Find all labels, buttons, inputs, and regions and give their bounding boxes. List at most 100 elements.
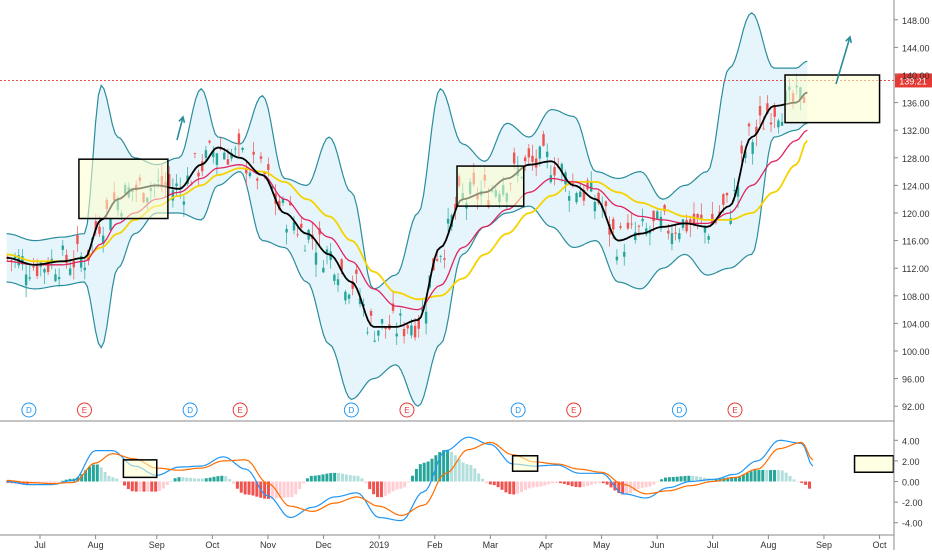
macd-histogram-bar (212, 476, 216, 482)
macd-histogram-bar (173, 478, 177, 482)
candle-body (355, 269, 358, 274)
candle-body (230, 153, 233, 159)
macd-histogram-bar (298, 481, 302, 490)
candle-body (24, 274, 28, 286)
macd-histogram-bar (337, 473, 341, 482)
candle-body (278, 200, 281, 210)
macd-histogram-bar (730, 477, 734, 482)
macd-histogram-bar (375, 481, 379, 498)
macd-histogram-bar (644, 481, 648, 488)
macd-tick-label: -2.00 (902, 498, 923, 508)
candle-body (659, 216, 663, 229)
candle-body (531, 155, 534, 162)
macd-histogram-bar (84, 470, 88, 482)
candle-body (623, 251, 626, 257)
candle-body (256, 178, 259, 181)
macd-histogram-bar (87, 466, 91, 482)
macd-histogram-bar (465, 464, 469, 482)
candle-body (751, 142, 754, 154)
candle-body (410, 325, 413, 336)
candle-body (733, 190, 736, 191)
macd-histogram-bar (41, 481, 45, 484)
macd-histogram-bar (609, 481, 613, 488)
candle-body (634, 232, 637, 240)
candle-body (512, 152, 516, 164)
candle-body (296, 234, 299, 236)
candle-body (652, 210, 655, 222)
dividend-marker (343, 402, 359, 418)
x-tick-label: 2019 (369, 540, 389, 550)
candle-body (57, 277, 61, 280)
macd-histogram-bar (150, 481, 154, 492)
breakout-arrow-2-shaft (835, 36, 851, 85)
candle-body (72, 260, 76, 268)
candle-body (204, 150, 208, 158)
consolidation-box (784, 74, 881, 124)
macd-histogram-bar (146, 481, 150, 492)
candle-body (685, 220, 688, 232)
candle-body (212, 151, 215, 158)
candle-body (523, 157, 527, 162)
x-tick-label: Mar (483, 540, 499, 550)
candle-body (637, 225, 641, 227)
macd-histogram-bar (255, 481, 259, 497)
macd-histogram-bar (446, 449, 450, 482)
macd-panel (6, 436, 895, 522)
macd-histogram-bar (765, 469, 769, 482)
candle-body (604, 201, 608, 207)
macd-histogram-bar (683, 475, 687, 482)
macd-histogram-bar (469, 464, 473, 482)
candle-body (725, 192, 729, 196)
x-tick-label: May (593, 540, 611, 550)
macd-histogram-bar (492, 481, 496, 486)
candle-body (344, 291, 347, 301)
macd-histogram-bar (640, 481, 644, 488)
candle-body (670, 233, 674, 245)
macd-histogram-bar (473, 468, 477, 482)
macd-tick-label: 0.00 (902, 478, 920, 488)
macd-histogram-bar (134, 481, 138, 492)
macd-histogram-bar (481, 478, 485, 482)
macd-histogram-bar (17, 481, 21, 484)
candle-body (241, 147, 244, 150)
candle-body (417, 317, 420, 329)
candle-body (10, 260, 13, 261)
macd-histogram-bar (484, 481, 488, 483)
candle-body (351, 281, 354, 289)
macd-histogram-bar (80, 474, 84, 482)
dividend-marker (21, 402, 37, 418)
candle-body (769, 122, 773, 125)
macd-highlight-box (122, 459, 158, 479)
macd-histogram-bar (379, 481, 383, 498)
candle-body (593, 201, 597, 212)
candle-body (285, 228, 288, 233)
dividend-marker-label: D (187, 406, 193, 415)
candle-body (347, 294, 351, 299)
candle-body (560, 163, 564, 173)
macd-histogram-bar (383, 481, 387, 496)
candle-body (340, 259, 343, 271)
macd-histogram-bar (601, 481, 605, 484)
macd-histogram-bar (142, 481, 146, 492)
price-tick-label: 144.00 (902, 43, 930, 53)
candle-body (689, 219, 692, 225)
macd-histogram-bar (56, 481, 60, 483)
candle-body (314, 252, 318, 265)
macd-highlight-box (511, 455, 539, 472)
candle-body (252, 151, 255, 155)
macd-histogram-bar (508, 481, 512, 495)
macd-histogram-bar (123, 481, 127, 486)
macd-histogram-bar (531, 481, 535, 488)
price-label-box (895, 73, 932, 88)
candle-body (50, 258, 53, 262)
macd-histogram-bar (251, 481, 255, 496)
macd-histogram-bar (309, 475, 313, 482)
candle-body (707, 236, 710, 240)
candle-body (300, 223, 303, 228)
candle-body (197, 172, 200, 177)
candle-body (641, 218, 644, 222)
candle-body (406, 325, 409, 329)
macd-histogram-bar (776, 469, 780, 482)
macd-histogram-bar (449, 451, 453, 482)
